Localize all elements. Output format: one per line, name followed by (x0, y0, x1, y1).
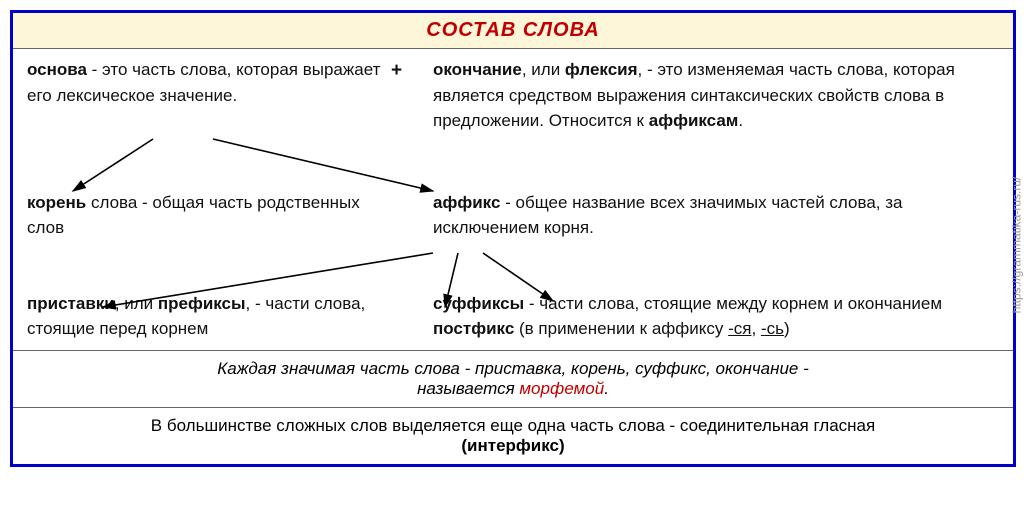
diagram-container: СОСТАВ СЛОВА + основа - это часть слова,… (10, 10, 1016, 467)
morpheme-line2a: называется (417, 379, 519, 398)
interfix-row: В большинстве сложных слов выделяется ещ… (13, 408, 1013, 464)
term-postfiks: постфикс (433, 319, 514, 338)
koren-block: корень слова - общая часть родственных с… (27, 190, 397, 241)
row-1: + основа - это часть слова, которая выра… (13, 49, 1013, 350)
comma: , (751, 319, 760, 338)
term-osnova: основа (27, 60, 87, 79)
term-okonchanie: окончание (433, 60, 522, 79)
txt-ili: , или (115, 294, 158, 313)
okonchanie-block: окончание, или флексия, - это изменяемая… (407, 57, 999, 134)
morpheme-line1: Каждая значимая часть слова - приставка,… (217, 359, 809, 378)
affiks-def: - общее название всех значимых частей сл… (433, 193, 902, 238)
morpheme-line2b: . (604, 379, 609, 398)
u-s: -сь (761, 319, 784, 338)
title-text: СОСТАВ СЛОВА (426, 19, 599, 41)
pristavki-block: приставки, или префиксы, - части слова, … (27, 291, 397, 342)
interfix-bold: (интерфикс) (461, 436, 564, 455)
morpheme-red: морфемой (519, 379, 604, 398)
affiks-block: аффикс - общее название всех значимых ча… (407, 190, 999, 241)
plus-sign: + (391, 57, 402, 86)
term-suffiksy: суффиксы (433, 294, 524, 313)
watermark: https://grammatika-rus.ru/ (1010, 177, 1024, 314)
term-pristavki: приставки (27, 294, 115, 313)
term-affiks: аффикс (433, 193, 500, 212)
txt-end1: . (738, 111, 743, 130)
morpheme-row: Каждая значимая часть слова - приставка,… (13, 350, 1013, 408)
txt-mid1: , или (522, 60, 565, 79)
osnova-block: основа - это часть слова, которая выража… (27, 57, 397, 134)
postfiks-end: ) (784, 319, 790, 338)
title-row: СОСТАВ СЛОВА (13, 13, 1013, 49)
u-sya: -ся (728, 319, 751, 338)
suffiksy-def: - части слова, стоящие между корнем и ок… (524, 294, 942, 313)
interfix-line1: В большинстве сложных слов выделяется ещ… (151, 416, 875, 435)
term-affiksam: аффиксам (649, 111, 739, 130)
suffiksy-block: суффиксы - части слова, стоящие между ко… (407, 291, 999, 342)
postfiks-def1: (в применении к аффиксу (514, 319, 728, 338)
term-prefiksy: префиксы (158, 294, 246, 313)
term-koren: корень (27, 193, 86, 212)
term-fleksiya: флексия (565, 60, 638, 79)
